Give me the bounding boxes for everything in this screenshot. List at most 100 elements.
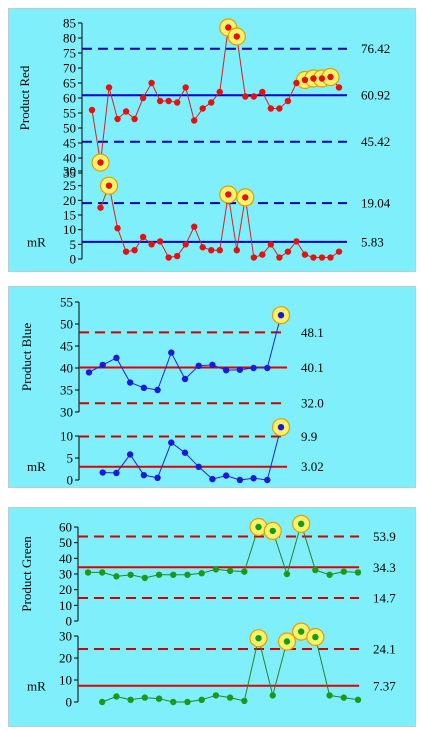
blue-individuals-data-point xyxy=(181,375,189,383)
green-individuals-lcl-label: 14.7 xyxy=(373,590,396,605)
blue-individuals-tick-label: 50 xyxy=(60,317,73,332)
red-range-data-point xyxy=(114,225,121,232)
panel-product-green: 0 10 20 30 40 50 60 34.3 53.9 14.7 Product Green 0 1… xyxy=(8,507,416,727)
red-individuals-data-point xyxy=(208,99,215,106)
green-individuals-data-point xyxy=(184,571,191,578)
green-range-data-point xyxy=(255,635,262,642)
green-range-data-point xyxy=(354,696,362,703)
blue-individuals-data-point xyxy=(168,349,175,356)
red-individuals-tick-label: 60 xyxy=(63,91,76,106)
blue-range-data-point xyxy=(277,424,285,431)
green-range-data-point xyxy=(226,694,234,701)
red-range-tick-label: 25 xyxy=(63,178,76,193)
red-individuals-data-point xyxy=(105,84,113,91)
red-individuals-center-label: 60.92 xyxy=(361,88,390,103)
red-range-data-point xyxy=(233,247,240,254)
red-range-tick-label: 0 xyxy=(70,252,77,267)
blue-individuals-ucl-label: 48.1 xyxy=(301,325,324,340)
red-range-data-point xyxy=(335,248,343,255)
green-range-data-point xyxy=(212,692,220,699)
green-individuals-data-point xyxy=(312,566,319,574)
red-range-data-point xyxy=(301,251,309,258)
blue-range-tick-label: 10 xyxy=(60,429,73,444)
green-individuals-data-point xyxy=(84,569,92,576)
green-individuals-tick-label: 0 xyxy=(66,614,73,629)
blue-range-tick-label: 5 xyxy=(67,451,74,466)
green-individuals-center-label: 34.3 xyxy=(373,560,396,575)
red-individuals-data-point xyxy=(284,97,292,105)
blue-individuals-tick-label: 55 xyxy=(60,295,73,310)
red-individuals-data-point xyxy=(242,93,249,100)
red-individuals-data-point xyxy=(191,117,198,124)
red-range-tick-label: 15 xyxy=(63,208,76,223)
blue-range-data-point xyxy=(154,474,161,481)
green-individuals-tick-label: 40 xyxy=(59,551,72,566)
red-individuals-data-point xyxy=(122,108,130,115)
red-range-data-point xyxy=(139,233,147,241)
red-individuals-data-point xyxy=(276,105,283,112)
blue-range-data-point xyxy=(195,463,202,470)
green-individuals-data-point xyxy=(127,571,134,578)
green-individuals-data-point xyxy=(155,571,163,578)
red-individuals-tick-label: 70 xyxy=(63,61,76,76)
red-range-data-point xyxy=(173,252,181,260)
red-range-data-point xyxy=(165,254,172,261)
blue-individuals-data-point xyxy=(195,362,202,369)
green-individuals-data-point xyxy=(113,573,120,580)
blue-range-y-label: mR xyxy=(27,459,46,474)
red-range-data-point xyxy=(156,238,164,245)
blue-range-data-point xyxy=(181,449,189,456)
red-range-data-point xyxy=(105,182,113,189)
red-range-data-point xyxy=(131,247,138,254)
green-individuals-ucl-label: 53.9 xyxy=(373,529,396,544)
red-individuals-data-point xyxy=(173,99,181,106)
green-range-data-point xyxy=(326,692,333,699)
red-range-data-point xyxy=(225,191,232,198)
red-range-data-point xyxy=(199,244,206,251)
red-individuals-tick-label: 35 xyxy=(63,166,76,181)
blue-individuals-data-point xyxy=(140,384,148,391)
panel-product-red: 35 40 45 50 55 60 65 70 75 80 85 60.92 76.42 45.42 Pro… xyxy=(8,8,416,272)
red-individuals-tick-label: 80 xyxy=(63,31,76,46)
green-individuals-data-point xyxy=(241,568,248,575)
red-range-data-point xyxy=(122,248,130,255)
red-range-center-label: 5.83 xyxy=(361,234,384,249)
green-range-data-point xyxy=(241,697,248,705)
green-range-data-point xyxy=(141,694,149,701)
red-range-data-point xyxy=(327,254,334,261)
red-individuals-data-point xyxy=(318,75,326,82)
blue-range-data-point xyxy=(113,469,120,477)
green-range-tick-label: 20 xyxy=(59,651,72,666)
red-individuals-data-point xyxy=(335,84,343,91)
blue-individuals-data-point xyxy=(277,312,285,319)
red-individuals-data-point xyxy=(97,159,104,166)
red-individuals-tick-label: 65 xyxy=(63,76,76,91)
blue-individuals-data-point xyxy=(126,379,134,386)
blue-individuals-lcl-label: 32.0 xyxy=(301,396,324,411)
green-individuals-data-point xyxy=(340,568,347,575)
green-range-data-point xyxy=(113,693,120,700)
red-individuals-data-point xyxy=(131,115,138,123)
red-individuals-ucl-label: 76.42 xyxy=(361,41,390,56)
green-individuals-data-point xyxy=(198,570,205,577)
red-individuals-tick-label: 55 xyxy=(63,106,76,121)
red-individuals-data-point xyxy=(259,88,266,96)
green-range-data-point xyxy=(99,698,106,706)
red-individuals-data-point xyxy=(267,105,275,112)
blue-range-center-label: 3.02 xyxy=(301,459,324,474)
red-range-data-point xyxy=(310,254,317,261)
blue-range-data-point xyxy=(140,471,148,479)
green-range-data-point xyxy=(269,692,276,699)
red-individuals-lcl-label: 45.42 xyxy=(361,134,390,149)
green-individuals-data-point xyxy=(283,570,291,578)
green-individuals-data-point xyxy=(269,527,276,535)
green-individuals-data-point xyxy=(255,523,262,531)
green-range-tick-label: 30 xyxy=(59,629,72,644)
red-individuals-data-point xyxy=(139,94,147,102)
chart-product-red: 354045505560657075808560.9276.4245.42Pro… xyxy=(17,16,391,267)
red-range-data-point xyxy=(318,254,326,261)
red-range-data-point xyxy=(208,247,215,254)
green-individuals-data-point xyxy=(226,567,234,575)
blue-range-data-point xyxy=(264,476,271,484)
red-individuals-tick-label: 45 xyxy=(63,136,76,151)
